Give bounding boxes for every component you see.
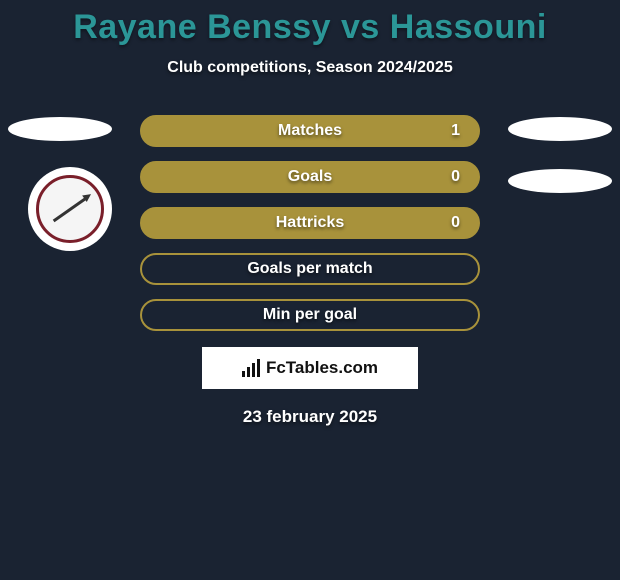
- stat-row-goals-per-match: Goals per match: [140, 253, 480, 285]
- stat-value: 0: [451, 214, 460, 232]
- comparison-subtitle: Club competitions, Season 2024/2025: [0, 59, 620, 77]
- player-pill-right-2: [508, 169, 612, 193]
- comparison-title: Rayane Benssy vs Hassouni: [0, 0, 620, 47]
- stat-row-hattricks: Hattricks 0: [140, 207, 480, 239]
- stat-label: Matches: [278, 122, 342, 140]
- stat-row-goals: Goals 0: [140, 161, 480, 193]
- stat-label: Goals per match: [247, 260, 372, 278]
- club-badge-left: [28, 167, 112, 251]
- stat-value: 0: [451, 168, 460, 186]
- source-logo-text: FcTables.com: [266, 358, 378, 378]
- stat-row-min-per-goal: Min per goal: [140, 299, 480, 331]
- club-badge-icon: [36, 175, 104, 243]
- source-logo: FcTables.com: [202, 347, 418, 389]
- stat-value: 1: [451, 122, 460, 140]
- player-pill-right-1: [508, 117, 612, 141]
- stat-label: Hattricks: [276, 214, 344, 232]
- stat-label: Min per goal: [263, 306, 357, 324]
- stat-row-matches: Matches 1: [140, 115, 480, 147]
- player-pill-left: [8, 117, 112, 141]
- stat-label: Goals: [288, 168, 332, 186]
- comparison-date: 23 february 2025: [0, 407, 620, 427]
- stats-container: Matches 1 Goals 0 Hattricks 0 Goals per …: [0, 115, 620, 427]
- bars-icon: [242, 359, 260, 377]
